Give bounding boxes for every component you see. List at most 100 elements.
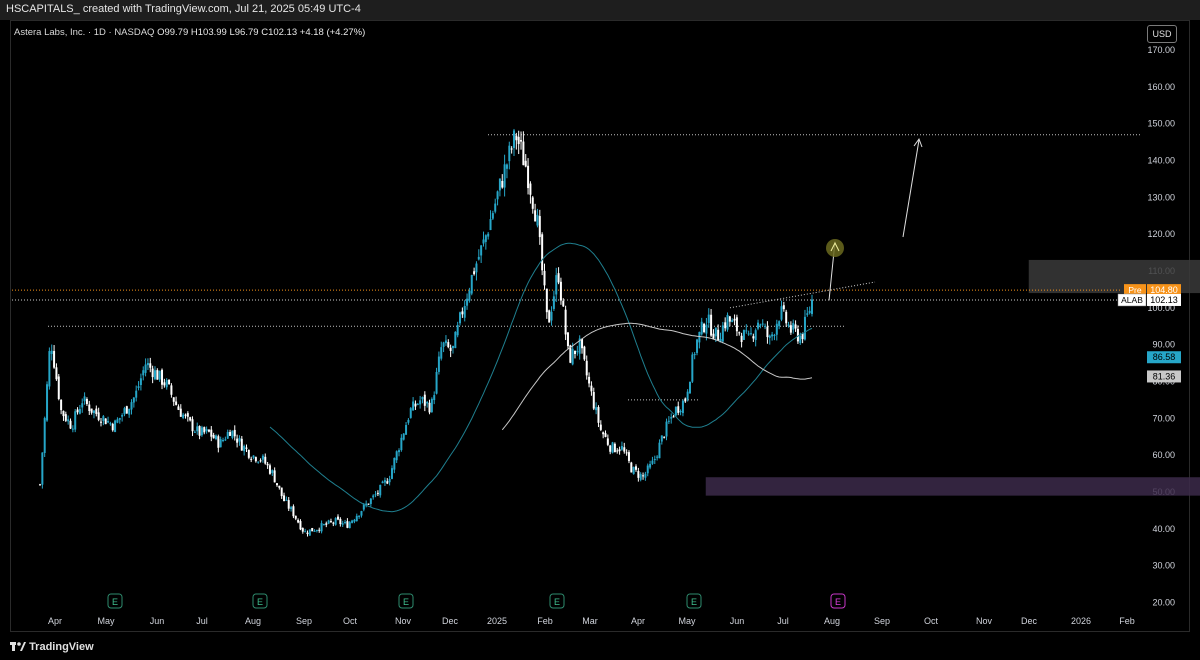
candle-body <box>325 523 328 525</box>
candle-body <box>477 256 480 260</box>
x-tick-label: Sep <box>874 616 890 626</box>
candle-body <box>740 335 743 343</box>
candle-body <box>409 408 412 418</box>
candle-body <box>644 473 647 478</box>
candle-body <box>48 351 51 387</box>
close-value: 102.13 <box>268 27 298 38</box>
x-tick-label: Oct <box>343 616 358 626</box>
price-badge-value: 81.36 <box>1153 371 1176 381</box>
candle-body <box>742 330 745 340</box>
candle-body <box>266 463 269 466</box>
candle-body <box>125 406 128 414</box>
y-tick-label: 140.00 <box>1147 155 1175 165</box>
candle-body <box>196 426 199 432</box>
price-chart[interactable]: Apr May Jun Jul Aug Sep Oct Nov Dec 2025 Feb Mar Apr… <box>0 0 1200 636</box>
x-tick-label: Jun <box>730 616 745 626</box>
candle-body <box>559 281 562 301</box>
candle-body <box>613 443 616 453</box>
candle-body <box>517 136 520 145</box>
candle-body <box>273 470 276 483</box>
candle-body <box>165 380 168 388</box>
earnings-marker[interactable] <box>107 593 123 609</box>
candle-body <box>304 531 307 533</box>
chart-frame <box>10 20 1190 632</box>
candle-body <box>100 421 103 423</box>
x-tick-label: Feb <box>537 616 553 626</box>
candle-body <box>243 445 246 452</box>
moving-average-fast <box>269 242 813 513</box>
candle-body <box>416 403 419 405</box>
candle-body <box>43 418 46 454</box>
candle-body <box>189 417 192 421</box>
earnings-marker-label: E <box>112 597 118 607</box>
candle-body <box>562 300 565 307</box>
candle-body <box>794 324 797 329</box>
candle-body <box>337 516 340 520</box>
symbol-legend: Astera Labs, Inc. · 1D · NASDAQ O99.79 H… <box>14 27 365 38</box>
candle-body <box>505 164 508 169</box>
candle-body <box>219 439 222 448</box>
open-label: O <box>157 27 165 38</box>
candle-body <box>271 470 274 474</box>
candle-body <box>268 465 271 474</box>
candle-body <box>367 503 370 505</box>
change-value: +4.18 (+4.27%) <box>299 27 366 38</box>
x-tick-label: 2026 <box>1071 616 1091 626</box>
candle-body <box>163 382 166 386</box>
candle-body <box>491 213 494 219</box>
candle-body <box>76 409 79 413</box>
candle-body <box>69 420 72 429</box>
highlight-circle <box>826 239 844 257</box>
candle-body <box>261 455 264 460</box>
candle-body <box>355 515 358 522</box>
x-tick-label: Aug <box>824 616 840 626</box>
price-badge <box>1147 370 1181 383</box>
candle-body <box>463 306 466 318</box>
candle-body <box>46 384 49 421</box>
projection-arrow-long <box>902 139 920 238</box>
earnings-marker-label: E <box>835 597 841 607</box>
y-tick-label: 70.00 <box>1152 413 1175 423</box>
candle-body <box>320 523 323 532</box>
candle-body <box>799 335 802 343</box>
candle-body <box>616 450 619 452</box>
earnings-marker[interactable] <box>398 593 414 609</box>
candle-body <box>222 439 225 441</box>
candle-body <box>564 309 567 335</box>
candle-body <box>705 324 708 334</box>
candle-body <box>442 342 445 347</box>
candle-body <box>660 435 663 442</box>
footer-bar <box>0 636 1200 660</box>
candle-body <box>717 329 720 341</box>
candle-body <box>449 347 452 351</box>
candle-body <box>193 431 196 433</box>
candle-body <box>390 468 393 479</box>
candle-body <box>768 335 771 338</box>
candle-body <box>217 436 220 448</box>
candle-body <box>571 348 574 365</box>
candle-body <box>90 408 93 413</box>
x-tick-label: May <box>678 616 696 626</box>
candle-body <box>635 466 638 470</box>
candle-body <box>419 400 422 405</box>
candle-body <box>386 481 389 484</box>
earnings-marker[interactable] <box>252 593 268 609</box>
price-badge-tag-label: Pre <box>1128 285 1142 295</box>
candle-body <box>161 369 164 385</box>
earnings-marker[interactable] <box>549 593 565 609</box>
candle-body <box>470 274 473 294</box>
candle-body <box>229 432 232 436</box>
candle-body <box>444 340 447 344</box>
candle-body <box>714 327 717 337</box>
earnings-marker[interactable] <box>830 593 846 609</box>
candle-body <box>341 523 344 525</box>
candle-body <box>522 141 525 166</box>
currency-button[interactable]: USD <box>1147 25 1177 43</box>
candle-body <box>578 338 581 354</box>
candle-body <box>498 178 501 191</box>
candle-body <box>60 399 63 411</box>
earnings-marker[interactable] <box>686 593 702 609</box>
candle-body <box>104 418 107 425</box>
candle-body <box>374 494 377 496</box>
candle-body <box>151 368 154 378</box>
